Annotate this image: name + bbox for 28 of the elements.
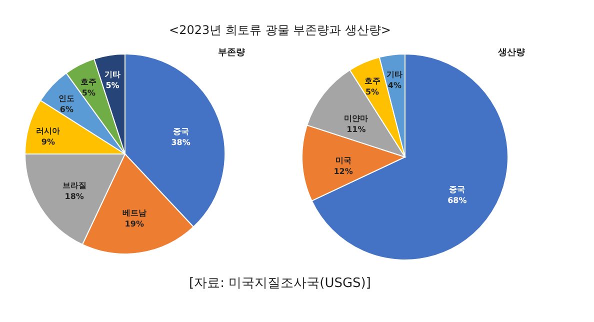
- data-label: 12%: [334, 166, 353, 176]
- chart-title: 부존량: [218, 48, 245, 58]
- slice-label: 러시아: [36, 126, 60, 136]
- slice-label: 기타: [104, 70, 120, 79]
- data-label: 11%: [346, 125, 366, 134]
- slice-label: 기타: [386, 70, 403, 80]
- slice-label: 인도: [58, 94, 75, 104]
- data-label: 19%: [124, 219, 144, 228]
- slice-label: 호주: [364, 76, 380, 86]
- data-label: 38%: [171, 138, 190, 147]
- data-label: 5%: [106, 80, 120, 90]
- data-label: 5%: [365, 87, 380, 96]
- data-label: 5%: [82, 88, 96, 98]
- slice-label: 중국: [172, 126, 189, 136]
- data-label: 18%: [64, 192, 84, 202]
- slice-label: 브라질: [62, 181, 86, 190]
- slice-label: 미얀마: [344, 114, 368, 124]
- text: [자료: 미국지질조사국(USGS)]: [189, 276, 371, 291]
- text: <2023년 희토류 광물 부존량과 생산량>: [169, 23, 391, 37]
- data-label: 6%: [60, 105, 74, 114]
- slice-label: 베트남: [122, 208, 146, 218]
- slice-label: 미국: [335, 156, 352, 165]
- slice-label: 중국: [449, 185, 466, 194]
- data-label: 9%: [41, 138, 55, 147]
- data-label: 4%: [388, 81, 402, 90]
- slice-label: 호주: [80, 78, 97, 87]
- chart-title: 생산량: [497, 48, 525, 58]
- data-label: 68%: [448, 196, 467, 206]
